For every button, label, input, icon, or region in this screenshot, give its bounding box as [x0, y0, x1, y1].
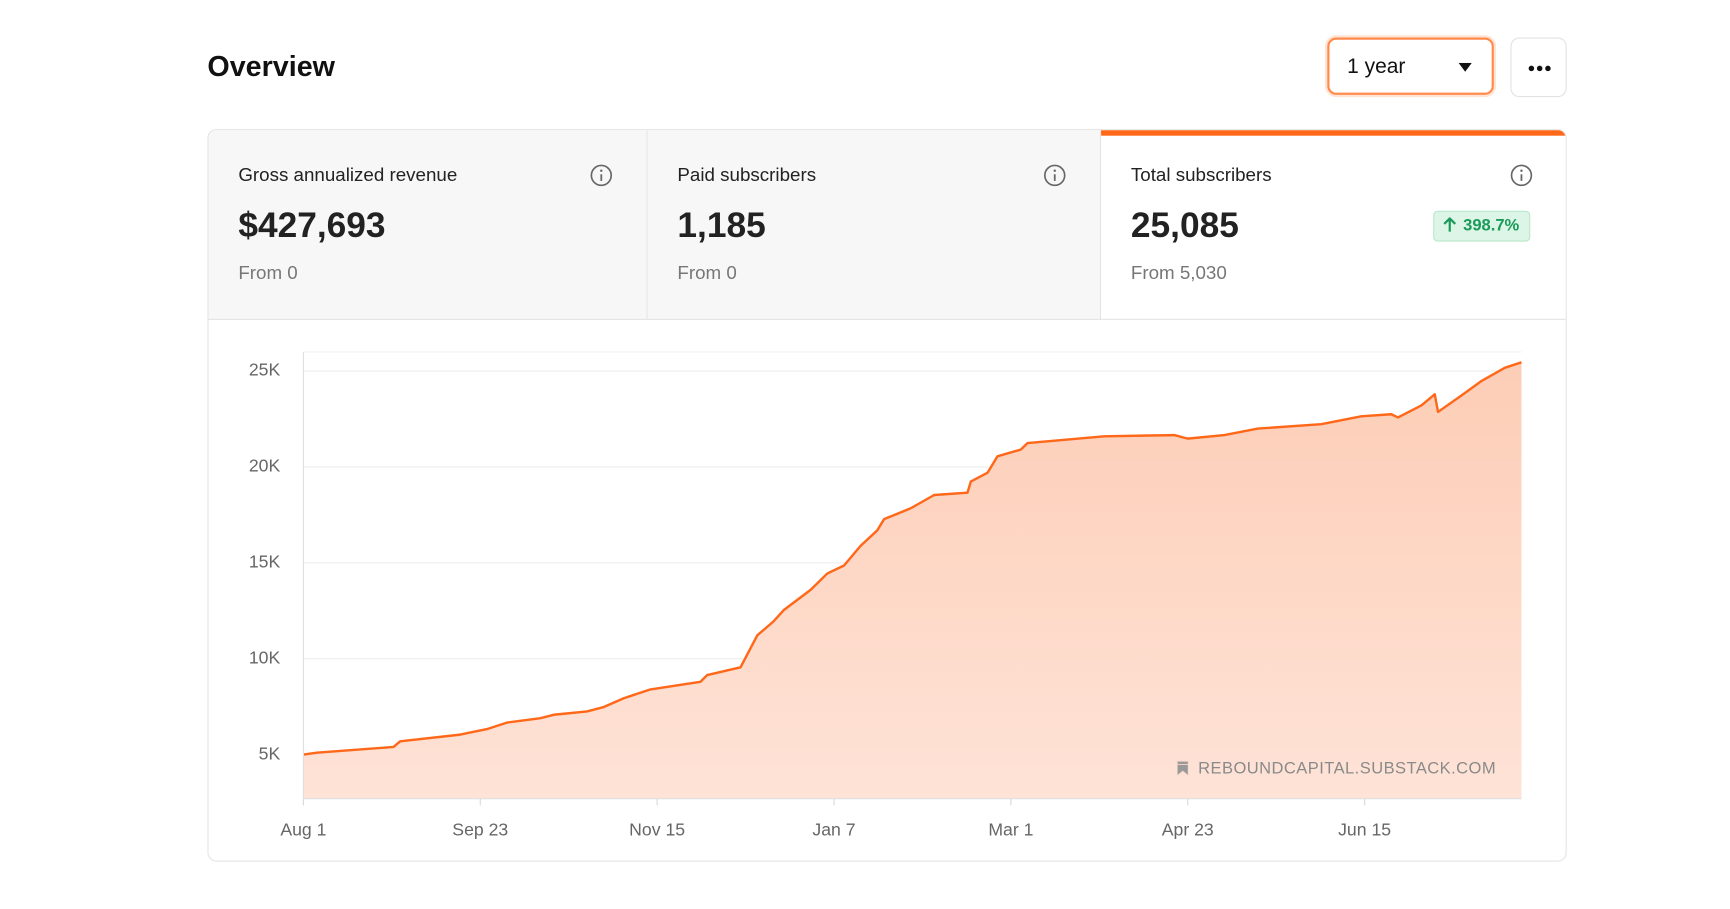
- info-icon[interactable]: [1510, 164, 1533, 187]
- stat-from: From 5,030: [1130, 262, 1227, 284]
- x-tick-label: Jun 15: [1338, 819, 1391, 839]
- y-tick-label: 25K: [249, 360, 281, 380]
- more-icon: [1528, 65, 1551, 72]
- range-label: 1 year: [1347, 55, 1406, 79]
- info-icon[interactable]: [590, 164, 613, 187]
- watermark-icon: [1176, 760, 1189, 777]
- y-tick-label: 15K: [249, 552, 281, 572]
- change-badge: 398.7%: [1433, 210, 1531, 242]
- change-value: 398.7%: [1463, 216, 1520, 235]
- dropdown-caret: [1458, 62, 1472, 72]
- up-arrow: [1443, 216, 1457, 232]
- stat-label: Paid subscribers: [677, 164, 817, 186]
- overview-panel: Gross annualized revenue $427,693 From 0…: [207, 129, 1567, 862]
- stat-from: From 0: [677, 262, 737, 284]
- page-title: Overview: [207, 49, 336, 83]
- stat-value: $427,693: [238, 205, 386, 245]
- x-tick-label: Apr 23: [1162, 819, 1214, 839]
- more-button[interactable]: [1510, 37, 1567, 98]
- stat-value: 1,185: [677, 205, 766, 245]
- range-dropdown[interactable]: 1 year: [1327, 37, 1494, 95]
- x-tick-label: Mar 1: [988, 819, 1033, 839]
- stat-label: Gross annualized revenue: [238, 164, 458, 186]
- watermark: REBOUNDCAPITAL.SUBSTACK.COM: [1198, 758, 1496, 777]
- x-tick-label: Nov 15: [629, 819, 685, 839]
- stat-label: Total subscribers: [1130, 164, 1272, 186]
- x-tick-label: Aug 1: [280, 819, 326, 839]
- y-tick-label: 20K: [249, 456, 281, 476]
- line: [303, 361, 1522, 756]
- x-tick-label: Sep 23: [452, 819, 508, 839]
- y-tick-label: 5K: [259, 743, 281, 763]
- stat-value: 25,085: [1130, 205, 1239, 245]
- info-icon[interactable]: [1043, 164, 1066, 187]
- stat-card[interactable]: Gross annualized revenue $427,693 From 0: [208, 130, 648, 320]
- stat-card-active[interactable]: Total subscribers 25,085 398.7% From 5,0…: [1101, 130, 1566, 320]
- x-tick-label: Jan 7: [812, 819, 855, 839]
- stat-card[interactable]: Paid subscribers 1,185 From 0: [647, 130, 1102, 320]
- y-tick-label: 10K: [249, 647, 281, 667]
- chart: 5K 10K 15K 20K 25K Aug 1 Sep 23 Nov 15 Jan 7 Mar …: [249, 351, 1522, 839]
- stat-from: From 0: [238, 262, 298, 284]
- area-fill: [303, 362, 1522, 799]
